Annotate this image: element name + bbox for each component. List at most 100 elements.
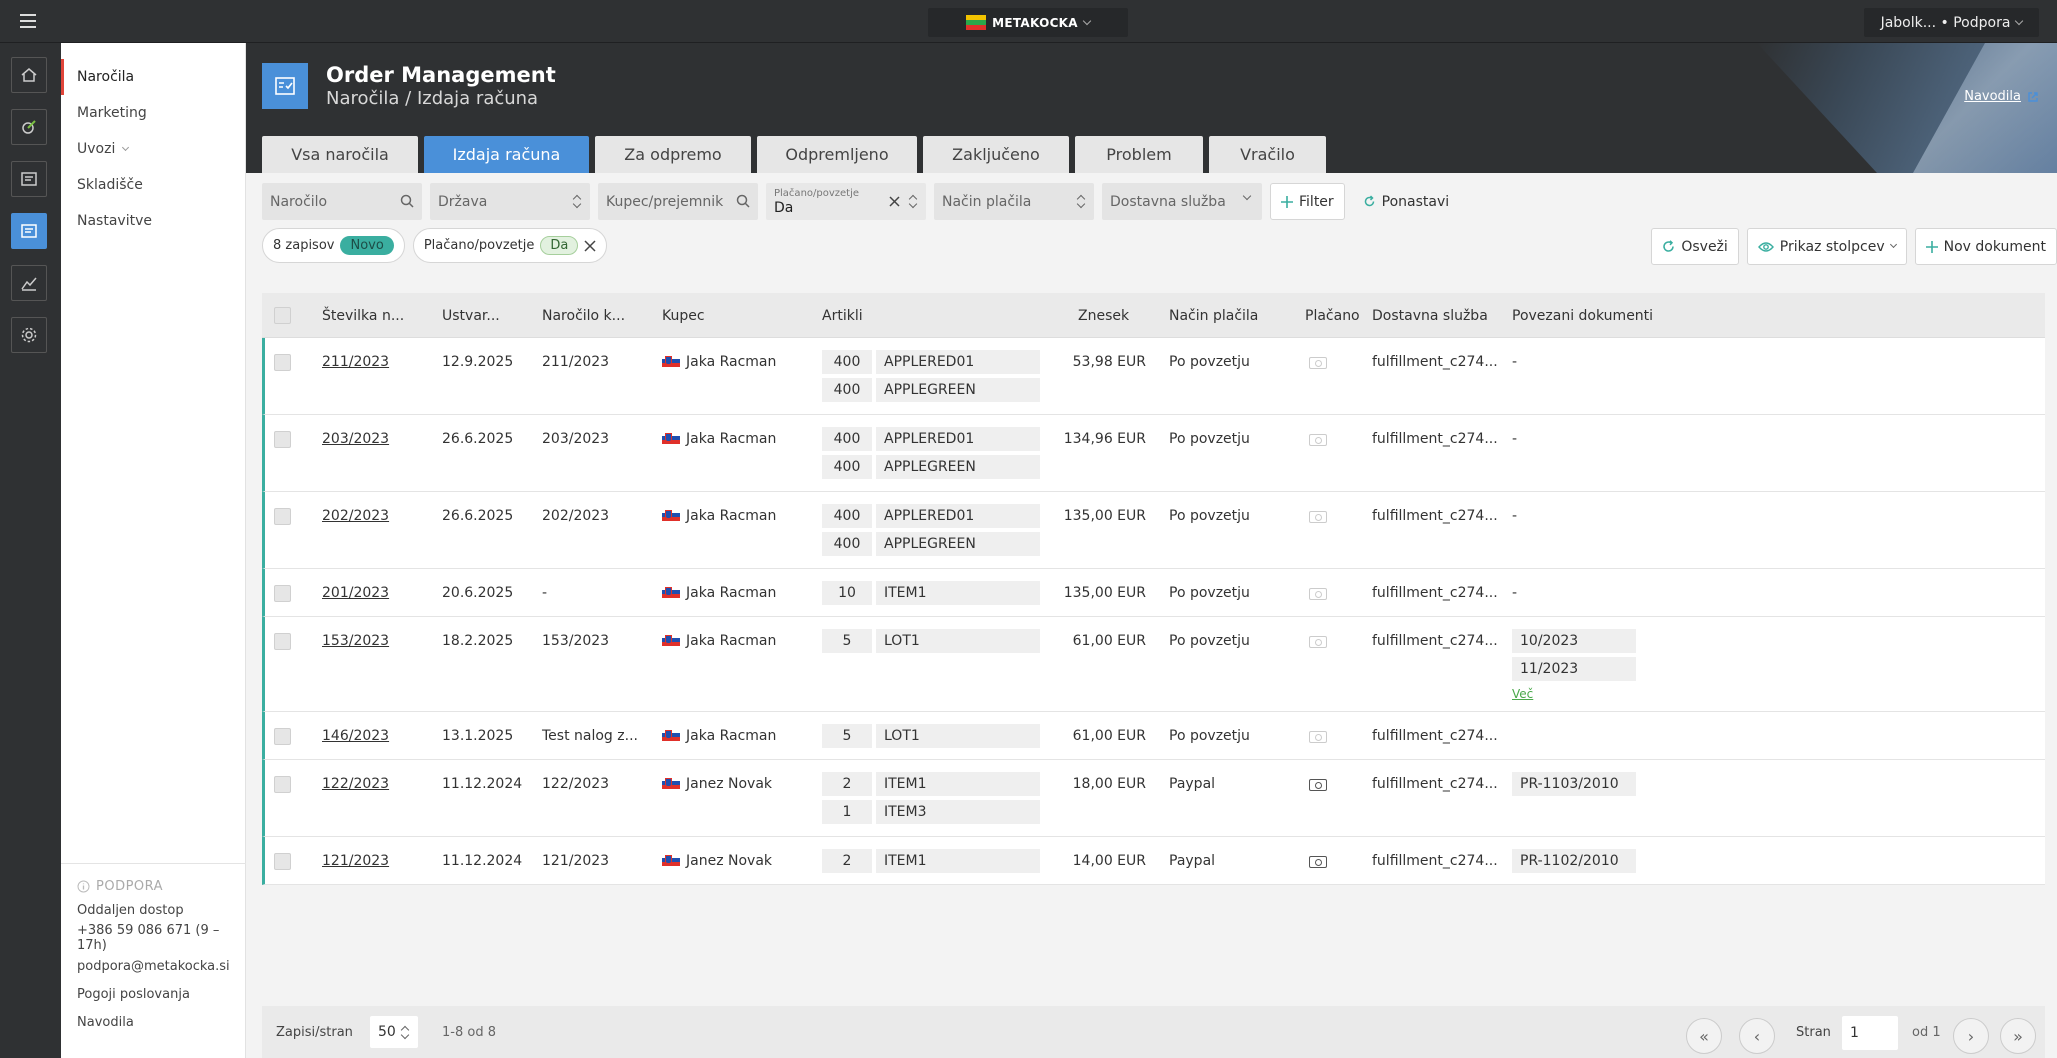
sidebar-item-settings[interactable]: Nastavitve [61,203,246,239]
sidebar-item-label: Naročila [77,69,135,85]
column-display-button[interactable]: Prikaz stolpcev [1746,228,1907,265]
settings-gear-icon[interactable] [11,317,47,353]
row-checkbox[interactable] [274,633,291,650]
sidebar-item-orders[interactable]: Naročila [61,59,246,95]
user-menu[interactable]: Jabolk... • Podpora [1864,8,2039,37]
row-checkbox[interactable] [274,431,291,448]
support-link-help[interactable]: Navodila [77,1014,134,1030]
col-amount[interactable]: Znesek [1078,307,1130,324]
help-link[interactable]: Navodila [1964,89,2039,104]
tab-returns[interactable]: Vračilo [1209,136,1326,173]
analytics-icon[interactable] [11,265,47,301]
col-paid[interactable]: Plačano [1305,307,1360,324]
support-email[interactable]: podpora@metakocka.si [77,958,230,974]
table-row[interactable]: 153/2023 18.2.2025 153/2023 Jaka Racman 5 LOT… [262,617,2045,712]
tab-shipped[interactable]: Odpremljeno [757,136,917,173]
buyer: Jaka Racman [662,431,776,447]
page-input[interactable]: 1 [1842,1016,1898,1050]
payment-method-select[interactable]: Način plačila [934,183,1094,220]
row-checkbox[interactable] [274,776,291,793]
col-order-number[interactable]: Številka n... [322,307,405,324]
support-link-remote[interactable]: Oddaljen dostop [77,902,184,918]
slovenia-flag-icon [662,777,680,789]
row-checkbox[interactable] [274,354,291,371]
row-checkbox[interactable] [274,728,291,745]
col-linked-documents[interactable]: Povezani dokumenti [1512,307,1654,324]
menu-icon[interactable] [20,14,36,28]
linked-document[interactable]: 11/2023 [1512,657,1636,681]
orders-icon[interactable] [11,213,47,249]
col-items[interactable]: Artikli [822,307,863,324]
close-icon[interactable] [584,239,596,252]
paid-select-value: Da [774,200,794,216]
home-icon[interactable] [11,57,47,93]
prev-page-button[interactable]: ‹ [1739,1018,1775,1054]
row-checkbox[interactable] [274,508,291,525]
item-line: 5 LOT1 [822,724,1040,748]
support-link-terms[interactable]: Pogoji poslovanja [77,986,190,1002]
item-quantity: 400 [822,455,872,479]
order-number-link[interactable]: 202/2023 [322,508,390,524]
tab-problem[interactable]: Problem [1075,136,1203,173]
table-row[interactable]: 202/2023 26.6.2025 202/2023 Jaka Racman 400 A… [262,492,2045,569]
brand-switcher[interactable]: METAKOCKA [928,8,1128,37]
tab-to-ship[interactable]: Za odpremo [595,136,751,173]
customer-order: 211/2023 [542,354,610,370]
slovenia-flag-icon [662,729,680,741]
refresh-button[interactable]: Osveži [1651,228,1739,265]
linked-document[interactable]: PR-1102/2010 [1512,849,1636,873]
money-icon [1309,434,1327,446]
table-row[interactable]: 203/2023 26.6.2025 203/2023 Jaka Racman 400 A… [262,415,2045,492]
select-all-checkbox[interactable] [274,293,291,338]
money-icon [1309,588,1327,600]
paid-select[interactable]: Plačano/povzetje Da [766,183,926,220]
country-select[interactable]: Država [430,183,590,220]
delivery-service-select[interactable]: Dostavna služba [1102,183,1262,220]
table-row[interactable]: 122/2023 11.12.2024 122/2023 Janez Novak 2 IT… [262,760,2045,837]
table-row[interactable]: 211/2023 12.9.2025 211/2023 Jaka Racman 400 A… [262,338,2045,415]
row-checkbox[interactable] [274,853,291,870]
col-delivery-service[interactable]: Dostavna služba [1372,307,1488,324]
first-page-button[interactable]: « [1686,1018,1722,1054]
last-page-button[interactable]: » [2000,1018,2036,1054]
col-buyer[interactable]: Kupec [662,307,705,324]
tab-invoicing[interactable]: Izdaja računa [424,136,589,173]
order-number-link[interactable]: 201/2023 [322,585,390,601]
item-quantity: 400 [822,350,872,374]
order-number-link[interactable]: 146/2023 [322,728,390,744]
sidebar-item-imports[interactable]: Uvozi [61,131,246,167]
new-document-button[interactable]: Nov dokument [1914,228,2057,265]
customer-order: 121/2023 [542,853,610,869]
order-search-input[interactable]: Naročilo [262,183,422,220]
more-link[interactable]: Več [1512,687,1534,701]
clear-icon[interactable] [889,196,900,207]
table-row[interactable]: 146/2023 13.1.2025 Test nalog z... Jaka Rac… [262,712,2045,760]
tab-completed[interactable]: Zaključeno [923,136,1069,173]
tab-all-orders[interactable]: Vsa naročila [262,136,418,173]
order-number-link[interactable]: 121/2023 [322,853,390,869]
table-row[interactable]: 201/2023 20.6.2025 - Jaka Racman 10 ITEM1 135,… [262,569,2045,617]
buyer-search-input[interactable]: Kupec/prejemnik [598,183,758,220]
invoice-icon[interactable] [11,161,47,197]
per-page-select[interactable]: 50 [370,1016,418,1048]
col-customer-order[interactable]: Naročilo k... [542,307,626,324]
filter-button[interactable]: Filter [1270,183,1345,220]
order-number-link[interactable]: 153/2023 [322,633,390,649]
sidebar-item-warehouse[interactable]: Skladišče [61,167,246,203]
table-row[interactable]: 121/2023 11.12.2024 121/2023 Janez Novak 2 IT… [262,837,2045,885]
next-page-button[interactable]: › [1953,1018,1989,1054]
order-number-link[interactable]: 122/2023 [322,776,390,792]
order-number-link[interactable]: 211/2023 [322,354,390,370]
linked-document[interactable]: 10/2023 [1512,629,1636,653]
support-section: PODPORA Oddaljen dostop +386 59 086 671 … [61,863,246,1036]
status-badge: Novo [340,236,394,255]
col-payment-method[interactable]: Način plačila [1169,307,1259,324]
reset-button[interactable]: Ponastavi [1353,183,1460,220]
sidebar-item-marketing[interactable]: Marketing [61,95,246,131]
col-created[interactable]: Ustvar... [442,307,500,324]
linked-document[interactable]: PR-1103/2010 [1512,772,1636,796]
order-number-link[interactable]: 203/2023 [322,431,390,447]
marketing-icon[interactable] [11,109,47,145]
slovenia-flag-icon [662,634,680,646]
row-checkbox[interactable] [274,585,291,602]
